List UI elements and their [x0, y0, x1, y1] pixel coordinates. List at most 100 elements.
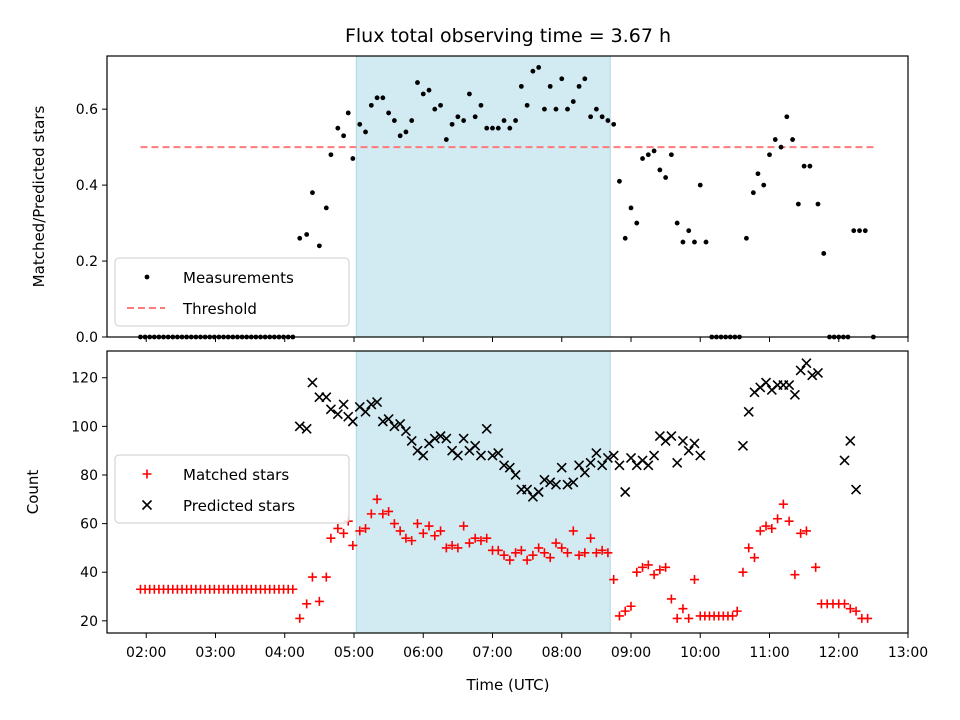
measurement-point — [668, 152, 674, 158]
matched-point — [638, 562, 648, 572]
matched-point — [539, 548, 549, 558]
matched-point — [499, 550, 509, 560]
measurement-point — [426, 87, 432, 93]
predicted-point — [579, 467, 590, 478]
matched-point — [378, 509, 388, 519]
predicted-point — [760, 377, 772, 388]
measurement-point — [772, 137, 778, 142]
matched-point — [321, 572, 331, 582]
matched-point — [302, 599, 312, 609]
measurement-point — [323, 205, 329, 211]
x-tick-label: 13:00 — [888, 645, 928, 661]
matched-point — [649, 570, 659, 580]
predicted-point — [608, 450, 619, 461]
measurement-point — [467, 91, 472, 97]
predicted-point — [737, 440, 749, 451]
matched-point — [361, 523, 371, 533]
predicted-point — [429, 433, 440, 444]
count-panel: 02:00 03:00 04:00 05:00 06:00 07:00 08:00 09:00… — [24, 350, 928, 661]
matched-point — [811, 562, 821, 572]
measurement-point — [593, 106, 599, 112]
x-tick-label: 02:00 — [126, 645, 166, 661]
measurement-point — [345, 110, 351, 116]
matched-point — [464, 538, 474, 548]
matched-point — [732, 606, 742, 616]
legend-label: Predicted stars — [183, 497, 295, 515]
measurement-point — [588, 114, 594, 120]
legend-marker-measurements — [144, 274, 150, 280]
measurement-point — [778, 144, 784, 150]
predicted-point — [839, 455, 850, 466]
legend-box — [114, 454, 350, 524]
predicted-point — [338, 399, 349, 410]
measurement-point — [755, 171, 761, 177]
matched-point — [643, 560, 653, 570]
predicted-point — [406, 435, 417, 447]
matched-point — [424, 521, 434, 531]
measurement-point — [386, 110, 392, 116]
x-tick-label: 10:00 — [680, 645, 720, 661]
predicted-point — [435, 431, 446, 442]
matched-point — [603, 548, 613, 558]
matched-point — [389, 519, 399, 529]
measurement-point — [553, 106, 559, 112]
measurement-point — [438, 102, 443, 108]
measurement-point — [628, 205, 634, 211]
predicted-series — [294, 358, 862, 502]
measurement-point — [565, 106, 570, 112]
legend-marker-matched — [142, 469, 152, 479]
matched-point — [580, 548, 590, 558]
predicted-point — [672, 457, 683, 468]
predicted-point — [487, 450, 498, 461]
matched-point — [534, 543, 544, 553]
measurement-point — [420, 91, 426, 97]
measurement-point — [611, 121, 617, 127]
predicted-point — [812, 367, 824, 378]
matched-point — [586, 533, 596, 543]
measurement-point — [605, 118, 611, 123]
predicted-point — [372, 396, 383, 408]
matched-point — [597, 545, 607, 555]
measurement-point — [815, 201, 821, 207]
matched-point — [840, 599, 850, 609]
y-tick-label: 100 — [71, 419, 98, 435]
matched-point — [744, 543, 754, 553]
x-tick-label: 03:00 — [195, 645, 235, 661]
chart-title: Flux total observing time = 3.67 h — [345, 25, 671, 47]
predicted-point — [522, 484, 533, 495]
predicted-point — [539, 474, 550, 485]
y-tick-label: 40 — [80, 565, 98, 581]
matched-point — [557, 543, 567, 553]
measurement-point — [513, 118, 518, 123]
matched-series — [135, 494, 873, 623]
predicted-point — [504, 462, 515, 473]
legend: Measurements Threshold — [114, 257, 350, 327]
matched-point — [767, 523, 777, 533]
measurement-point — [801, 163, 807, 169]
matched-point — [395, 526, 405, 536]
predicted-point — [498, 460, 510, 471]
legend: Matched stars Predicted stars — [114, 454, 350, 524]
predicted-point — [591, 448, 602, 459]
panels: 0.0 0.2 0.4 0.6 Matched/Predicted stars Measu… — [24, 55, 928, 661]
measurement-point — [645, 152, 651, 158]
measurement-point — [415, 80, 420, 85]
predicted-point — [377, 416, 388, 427]
matched-point — [326, 533, 336, 543]
measurement-point — [559, 76, 565, 82]
predicted-point — [695, 450, 706, 461]
measurement-point — [680, 239, 686, 245]
measurement-point — [316, 243, 322, 249]
measurement-point — [599, 114, 605, 120]
predicted-point — [481, 423, 492, 434]
measurement-point — [524, 102, 530, 108]
predicted-point — [400, 426, 411, 437]
matched-point — [749, 553, 759, 563]
measurement-point — [697, 182, 703, 188]
matched-point — [851, 606, 861, 616]
matched-point — [796, 528, 806, 538]
predicted-point — [620, 486, 631, 498]
matched-point — [459, 521, 469, 531]
measurement-point — [495, 125, 501, 131]
